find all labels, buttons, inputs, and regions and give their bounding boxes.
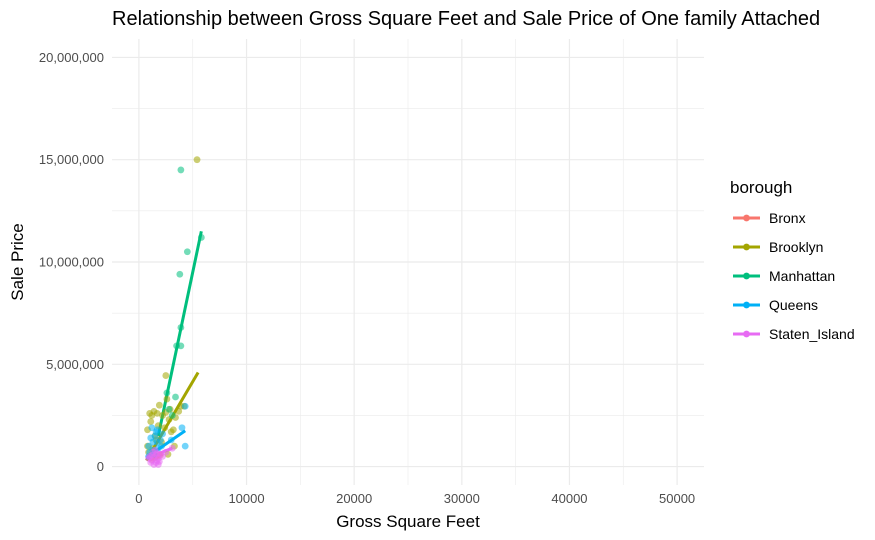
point-staten-island [162, 448, 170, 456]
legend-key-point-brooklyn [743, 243, 750, 251]
point-queens [181, 442, 189, 450]
point-manhattan [177, 324, 185, 331]
y-tick-label: 10,000,000 [39, 255, 104, 270]
point-queens [178, 424, 186, 432]
x-tick-label: 50000 [659, 491, 695, 506]
legend-title: borough [730, 178, 792, 197]
x-tick-label: 10000 [228, 491, 264, 506]
legend-key-point-queens [743, 301, 750, 309]
legend-key-point-bronx [743, 214, 750, 222]
x-tick-label: 40000 [551, 491, 587, 506]
point-staten-island [168, 444, 176, 452]
point-queens [181, 402, 189, 410]
point-brooklyn [162, 372, 170, 379]
legend-label-manhattan: Manhattan [769, 268, 835, 284]
legend-key-point-staten-island [743, 330, 750, 338]
point-staten-island [153, 449, 161, 457]
y-tick-label: 20,000,000 [39, 50, 104, 65]
point-brooklyn [163, 395, 171, 403]
point-brooklyn [193, 156, 201, 164]
legend-label-queens: Queens [769, 297, 818, 313]
point-manhattan [176, 270, 184, 278]
point-manhattan [177, 166, 185, 174]
legend: borough Bronx Brooklyn Manhattan Queens Stat… [730, 178, 855, 342]
point-manhattan [177, 342, 185, 350]
point-queens [145, 442, 152, 450]
point-queens [158, 442, 165, 450]
legend-label-bronx: Bronx [769, 210, 806, 226]
legend-label-brooklyn: Brooklyn [769, 239, 823, 255]
point-brooklyn [161, 424, 169, 432]
x-axis-title: Gross Square Feet [336, 512, 480, 531]
data-points [144, 156, 205, 468]
point-manhattan [197, 234, 205, 241]
x-tick-label: 0 [135, 491, 142, 506]
y-tick-label: 5,000,000 [46, 357, 104, 372]
grid [112, 39, 704, 485]
point-queens [149, 438, 157, 446]
point-brooklyn [155, 401, 163, 409]
point-staten-island [148, 451, 156, 459]
x-tick-label: 30000 [444, 491, 480, 506]
legend-label-staten-island: Staten_Island [769, 326, 855, 342]
point-brooklyn [150, 407, 158, 415]
point-queens [153, 426, 161, 434]
y-axis-title: Sale Price [8, 223, 27, 300]
point-manhattan [163, 389, 171, 397]
point-manhattan [168, 412, 176, 419]
point-manhattan [165, 405, 173, 413]
x-tick-label: 20000 [336, 491, 372, 506]
chart-title: Relationship between Gross Square Feet a… [112, 8, 820, 30]
y-tick-label: 0 [97, 459, 104, 474]
point-queens [148, 424, 156, 432]
point-brooklyn [147, 418, 155, 425]
y-axis-ticks: 0 5,000,000 10,000,000 15,000,000 20,000,000 [39, 50, 104, 474]
point-manhattan [183, 248, 191, 256]
point-queens [159, 430, 166, 438]
point-queens [167, 436, 175, 444]
point-manhattan [172, 393, 179, 401]
point-brooklyn [169, 426, 177, 434]
legend-key-point-manhattan [743, 272, 750, 280]
x-axis-ticks: 0 10000 20000 30000 40000 50000 [135, 491, 695, 506]
point-brooklyn [175, 407, 183, 415]
point-queens [157, 436, 164, 444]
y-tick-label: 15,000,000 [39, 152, 104, 167]
point-staten-island [155, 458, 163, 465]
